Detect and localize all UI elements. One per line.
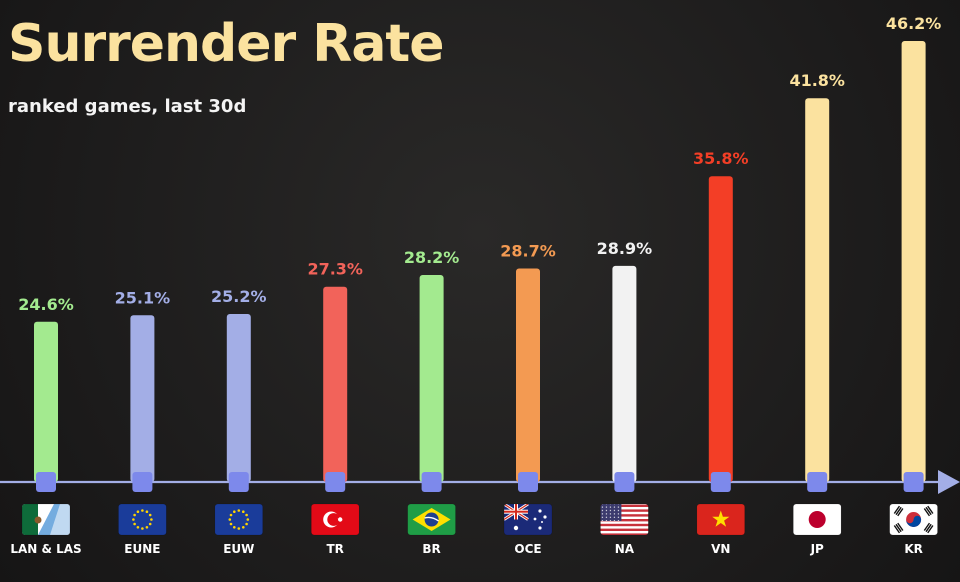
category-label: JP — [810, 542, 824, 556]
axis-marker — [228, 472, 249, 492]
value-label: 24.6% — [18, 295, 74, 314]
brazil-flag-icon — [407, 503, 456, 536]
korea-flag-icon — [889, 503, 938, 536]
value-label: 25.2% — [211, 287, 267, 306]
axis-marker — [421, 472, 442, 492]
vietnam-flag-icon — [696, 503, 746, 536]
category-label: OCE — [514, 542, 541, 556]
bar — [612, 265, 637, 482]
axis-marker — [36, 472, 56, 492]
chart-subtitle: ranked games, last 30d — [8, 96, 247, 117]
value-label: 46.2% — [886, 14, 942, 33]
category-label: KR — [904, 542, 923, 556]
axis-marker — [325, 472, 346, 492]
bar — [805, 98, 830, 482]
category-label: EUW — [223, 542, 254, 556]
bar — [708, 176, 733, 482]
axis-marker — [903, 472, 924, 492]
bar — [516, 268, 540, 482]
bar — [34, 321, 58, 482]
value-label: 28.7% — [500, 242, 556, 261]
chart-title: Surrender Rate — [8, 14, 445, 74]
value-label: 35.8% — [693, 149, 749, 168]
australia-flag-icon — [503, 503, 553, 536]
category-label: VN — [711, 542, 730, 556]
usa-flag-icon — [600, 503, 649, 536]
value-label: 28.2% — [404, 248, 460, 267]
value-label: 28.9% — [597, 239, 653, 258]
axis-marker — [710, 472, 731, 492]
bar — [226, 314, 251, 482]
mexico-argentina-flag-icon — [21, 503, 71, 536]
category-label: TR — [326, 542, 343, 556]
value-label: 27.3% — [307, 260, 363, 279]
value-label: 25.1% — [115, 288, 171, 307]
axis-marker — [132, 472, 153, 492]
turkey-flag-icon — [310, 503, 360, 536]
bar — [130, 315, 155, 482]
eu-flag-icon — [214, 503, 264, 536]
axis-marker — [518, 472, 538, 492]
bar — [901, 41, 926, 482]
category-label: NA — [615, 542, 635, 556]
category-label: LAN & LAS — [10, 542, 81, 556]
bar — [419, 275, 444, 482]
category-label: BR — [422, 542, 440, 556]
category-label: EUNE — [124, 542, 160, 556]
x-axis-arrow — [938, 470, 960, 494]
value-label: 41.8% — [789, 71, 845, 90]
bar — [323, 286, 348, 482]
eu-flag-icon — [118, 503, 167, 536]
japan-flag-icon — [792, 503, 842, 536]
axis-marker — [614, 472, 635, 492]
axis-marker — [807, 472, 828, 492]
